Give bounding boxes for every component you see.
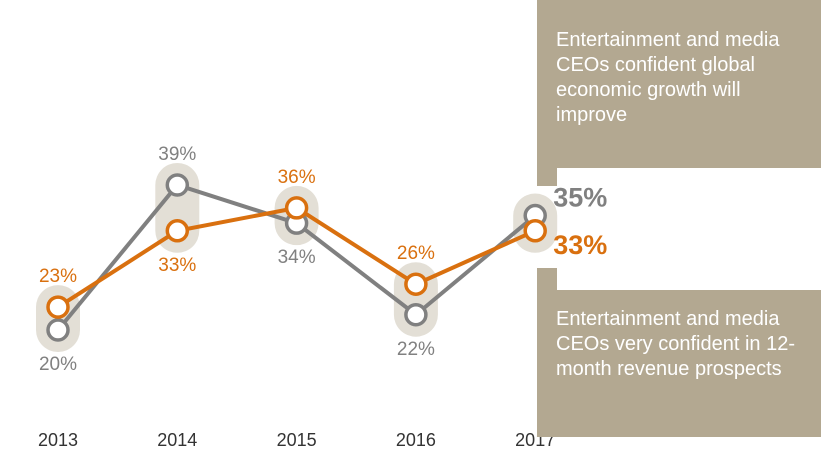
callout-box: [537, 0, 821, 168]
point: [523, 219, 547, 243]
value-label: 26%: [397, 243, 435, 264]
value-label: 33%: [158, 255, 196, 276]
value-label: 20%: [39, 354, 77, 375]
value-label: 35%: [553, 183, 607, 213]
value-label: 23%: [39, 266, 77, 287]
x-tick-label: 2016: [396, 430, 436, 450]
point: [404, 272, 428, 296]
point: [165, 173, 190, 197]
point: [46, 295, 70, 319]
x-tick-label: 2014: [157, 430, 197, 450]
point: [284, 196, 309, 220]
x-tick-label: 2013: [38, 430, 78, 450]
value-label: 33%: [553, 230, 607, 260]
callout-box: [537, 290, 821, 437]
point: [404, 302, 428, 327]
callout-tab: [537, 268, 557, 298]
callout-tab: [537, 160, 557, 186]
legend-entry: Entertainment and media CEOs very confid…: [556, 308, 795, 380]
value-label: 22%: [397, 339, 435, 360]
value-label: 34%: [278, 247, 316, 268]
point: [165, 219, 190, 243]
x-tick-label: 2015: [277, 430, 317, 450]
value-label: 36%: [278, 167, 316, 188]
value-label: 39%: [158, 144, 196, 165]
legend-entry: Entertainment and media CEOs confident g…: [556, 29, 780, 126]
point: [46, 318, 70, 342]
